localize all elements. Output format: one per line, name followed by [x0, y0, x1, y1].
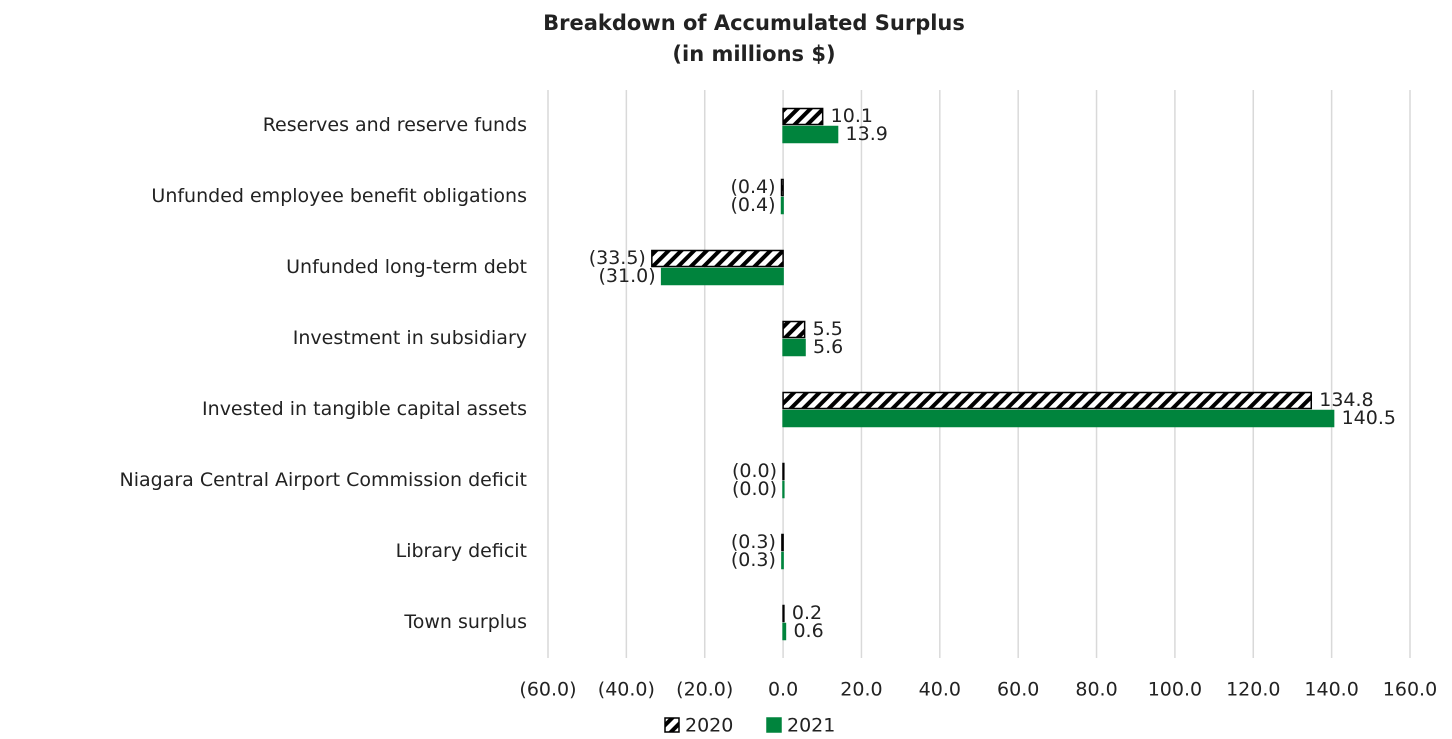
data-label: (0.0) [732, 460, 777, 482]
data-label: (0.3) [731, 549, 776, 571]
y-tick-label: Library deficit [396, 540, 527, 562]
x-tick-label: 160.0 [1383, 679, 1437, 701]
data-label: (0.4) [730, 176, 775, 198]
data-label: (0.0) [732, 478, 777, 500]
data-label: 134.8 [1319, 389, 1373, 411]
x-tick-label: 0.0 [768, 679, 798, 701]
data-label: 5.5 [813, 318, 843, 340]
x-tick-label: 20.0 [840, 679, 882, 701]
data-label: (0.4) [730, 194, 775, 216]
chart-title: Breakdown of Accumulated Surplus [543, 11, 965, 35]
x-tick-label: 60.0 [997, 679, 1039, 701]
bar [780, 196, 784, 215]
bar [782, 409, 1335, 428]
y-tick-label: Niagara Central Airport Commission defic… [120, 469, 528, 491]
x-tick-label: (20.0) [676, 679, 733, 701]
bar [782, 480, 785, 499]
data-label: 10.1 [831, 105, 873, 127]
chart-subtitle: (in millions $) [672, 42, 835, 66]
bar [782, 622, 787, 641]
y-tick-label: Town surplus [403, 611, 527, 633]
x-tick-label: 80.0 [1075, 679, 1117, 701]
bar [781, 551, 784, 570]
x-tick-label: 100.0 [1148, 679, 1202, 701]
x-tick-label: 40.0 [919, 679, 961, 701]
data-label: (31.0) [598, 265, 655, 287]
data-label: 0.6 [793, 620, 823, 642]
legend-label: 2020 [685, 715, 733, 737]
bar [782, 391, 1313, 410]
data-label: (0.3) [731, 531, 776, 553]
data-label: (33.5) [589, 247, 646, 269]
x-tick-label: (40.0) [598, 679, 655, 701]
bar [660, 267, 784, 286]
x-tick-label: (60.0) [519, 679, 576, 701]
data-label: 5.6 [813, 336, 843, 358]
y-tick-label: Investment in subsidiary [293, 327, 527, 349]
bar [782, 320, 806, 339]
data-label: 0.2 [792, 602, 822, 624]
bar [651, 249, 784, 268]
x-tick-label: 140.0 [1304, 679, 1358, 701]
legend-label: 2021 [787, 715, 835, 737]
legend-swatch [664, 717, 680, 733]
data-label: 140.5 [1342, 407, 1396, 429]
bar [781, 533, 784, 552]
legend-swatch [766, 717, 782, 733]
y-tick-label: Reserves and reserve funds [263, 114, 527, 136]
y-tick-label: Unfunded long-term debt [286, 256, 527, 278]
bar [782, 107, 824, 126]
bar [782, 338, 806, 357]
y-tick-label: Invested in tangible capital assets [202, 398, 527, 420]
x-tick-label: 120.0 [1226, 679, 1280, 701]
y-tick-label: Unfunded employee benefit obligations [151, 185, 527, 207]
bar [782, 604, 785, 623]
bar [782, 125, 839, 144]
data-label: 13.9 [846, 123, 888, 145]
bar [780, 178, 784, 197]
bar [782, 462, 785, 481]
